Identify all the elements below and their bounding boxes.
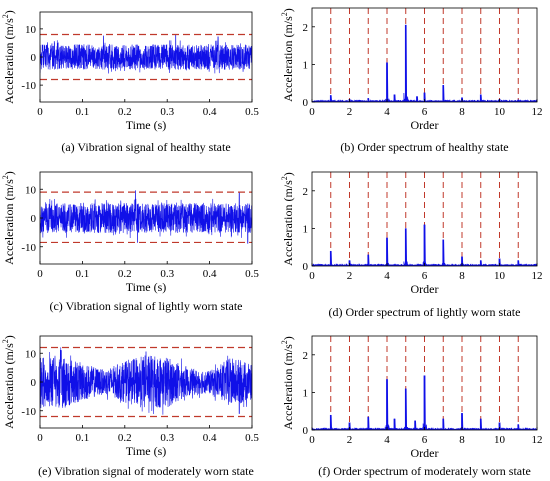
x-tick-label-d-1: 2 xyxy=(347,270,353,282)
y-axis-title-a: Acceleration (m/s2) xyxy=(1,10,16,104)
x-tick-label-f-1: 2 xyxy=(347,434,353,446)
y-tick-label-a-1: 0 xyxy=(31,52,37,64)
x-tick-label-d-2: 4 xyxy=(384,270,390,282)
y-axis-title-b: Acceleration (m/s2) xyxy=(280,8,295,102)
y-tick-label-e-0: -10 xyxy=(21,406,36,418)
y-tick-label-c-0: -10 xyxy=(21,242,36,254)
x-tick-label-f-2: 4 xyxy=(384,434,390,446)
x-tick-label-f-4: 8 xyxy=(459,434,465,446)
y-tick-label-f-0: 0 xyxy=(303,425,309,437)
x-axis-title-e: Time (s) xyxy=(126,444,167,458)
x-tick-label-f-5: 10 xyxy=(494,434,506,446)
x-tick-label-e-3: 0.3 xyxy=(160,432,174,444)
y-tick-label-b-0: 0 xyxy=(303,97,309,109)
caption-c: (c) Vibration signal of lightly worn sta… xyxy=(49,299,242,313)
caption-e: (e) Vibration signal of moderately worn … xyxy=(38,464,254,478)
signal-line-e xyxy=(40,347,252,415)
y-axis-title-d: Acceleration (m/s2) xyxy=(280,172,295,266)
x-tick-label-e-0: 0 xyxy=(37,432,43,444)
x-tick-label-d-3: 6 xyxy=(422,270,428,282)
y-tick-label-b-1: 1 xyxy=(303,59,309,71)
x-axis-title-a: Time (s) xyxy=(126,118,167,132)
y-tick-label-b-2: 2 xyxy=(303,22,309,34)
y-tick-label-d-0: 0 xyxy=(303,261,309,273)
x-tick-label-d-0: 0 xyxy=(309,270,315,282)
y-tick-label-c-2: 10 xyxy=(25,184,37,196)
caption-a: (a) Vibration signal of healthy state xyxy=(61,140,230,154)
x-axis-title-c: Time (s) xyxy=(126,280,167,294)
chart-a: 0 0.1 0.2 0.3 0.4 0.5 -10 0 10 Time (s) Accelerati… xyxy=(1,10,259,154)
plot-area-b xyxy=(312,8,537,102)
caption-d: (d) Order spectrum of lightly worn state xyxy=(329,305,521,319)
x-tick-label-c-5: 0.5 xyxy=(245,268,259,280)
x-tick-label-a-5: 0.5 xyxy=(245,106,259,118)
y-tick-label-d-2: 2 xyxy=(303,186,309,198)
x-tick-label-d-4: 8 xyxy=(459,270,465,282)
caption-f: (f) Order spectrum of moderately worn st… xyxy=(318,464,531,478)
x-tick-label-a-3: 0.3 xyxy=(160,106,174,118)
x-axis-title-d: Order xyxy=(411,282,439,296)
y-tick-label-a-2: 10 xyxy=(25,24,37,36)
y-tick-label-a-0: -10 xyxy=(21,80,36,92)
plot-area-d xyxy=(312,172,537,266)
x-axis-title-b: Order xyxy=(411,118,439,132)
plot-area-c xyxy=(40,190,252,244)
x-tick-label-a-1: 0.1 xyxy=(76,106,90,118)
y-tick-label-e-2: 10 xyxy=(25,348,37,360)
x-tick-label-b-6: 12 xyxy=(532,106,543,118)
x-tick-label-b-2: 4 xyxy=(384,106,390,118)
x-tick-label-b-5: 10 xyxy=(494,106,506,118)
x-tick-label-b-3: 6 xyxy=(422,106,428,118)
x-tick-label-e-2: 0.2 xyxy=(118,432,132,444)
x-tick-label-f-3: 6 xyxy=(422,434,428,446)
x-tick-label-c-2: 0.2 xyxy=(118,268,132,280)
plot-area-e xyxy=(40,346,252,418)
chart-c: 0 0.1 0.2 0.3 0.4 0.5 -10 0 10 Time (s) Accelerati… xyxy=(1,171,259,313)
x-tick-label-c-0: 0 xyxy=(37,268,43,280)
x-tick-label-f-6: 12 xyxy=(532,434,543,446)
chart-e: 0 0.1 0.2 0.3 0.4 0.5 -10 0 10 Time (s) Accelerati… xyxy=(1,335,259,478)
y-axis-title-e: Acceleration (m/s2) xyxy=(1,335,16,429)
plot-area-a xyxy=(40,33,252,81)
x-tick-label-a-2: 0.2 xyxy=(118,106,132,118)
y-tick-label-f-2: 2 xyxy=(303,350,309,362)
x-tick-label-a-4: 0.4 xyxy=(203,106,217,118)
x-tick-label-d-5: 10 xyxy=(494,270,506,282)
x-axis-title-f: Order xyxy=(411,446,439,460)
x-tick-label-d-6: 12 xyxy=(532,270,543,282)
signal-line-c xyxy=(40,190,252,244)
y-tick-label-e-1: 0 xyxy=(31,377,37,389)
y-tick-label-c-1: 0 xyxy=(31,213,37,225)
y-tick-label-f-1: 1 xyxy=(303,387,309,399)
y-tick-label-d-1: 1 xyxy=(303,223,309,235)
caption-b: (b) Order spectrum of healthy state xyxy=(340,140,508,154)
x-tick-label-b-4: 8 xyxy=(459,106,465,118)
x-tick-label-c-1: 0.1 xyxy=(76,268,90,280)
y-axis-title-f: Acceleration (m/s2) xyxy=(280,336,295,430)
x-tick-label-e-5: 0.5 xyxy=(245,432,259,444)
x-tick-label-f-0: 0 xyxy=(309,434,315,446)
x-tick-label-a-0: 0 xyxy=(37,106,43,118)
x-tick-label-b-1: 2 xyxy=(347,106,353,118)
signal-line-a xyxy=(40,34,252,74)
x-tick-label-e-1: 0.1 xyxy=(76,432,90,444)
plot-area-f xyxy=(312,336,537,430)
x-tick-label-e-4: 0.4 xyxy=(203,432,217,444)
x-tick-label-b-0: 0 xyxy=(309,106,315,118)
x-tick-label-c-4: 0.4 xyxy=(203,268,217,280)
x-tick-label-c-3: 0.3 xyxy=(160,268,174,280)
y-axis-title-c: Acceleration (m/s2) xyxy=(1,171,16,265)
